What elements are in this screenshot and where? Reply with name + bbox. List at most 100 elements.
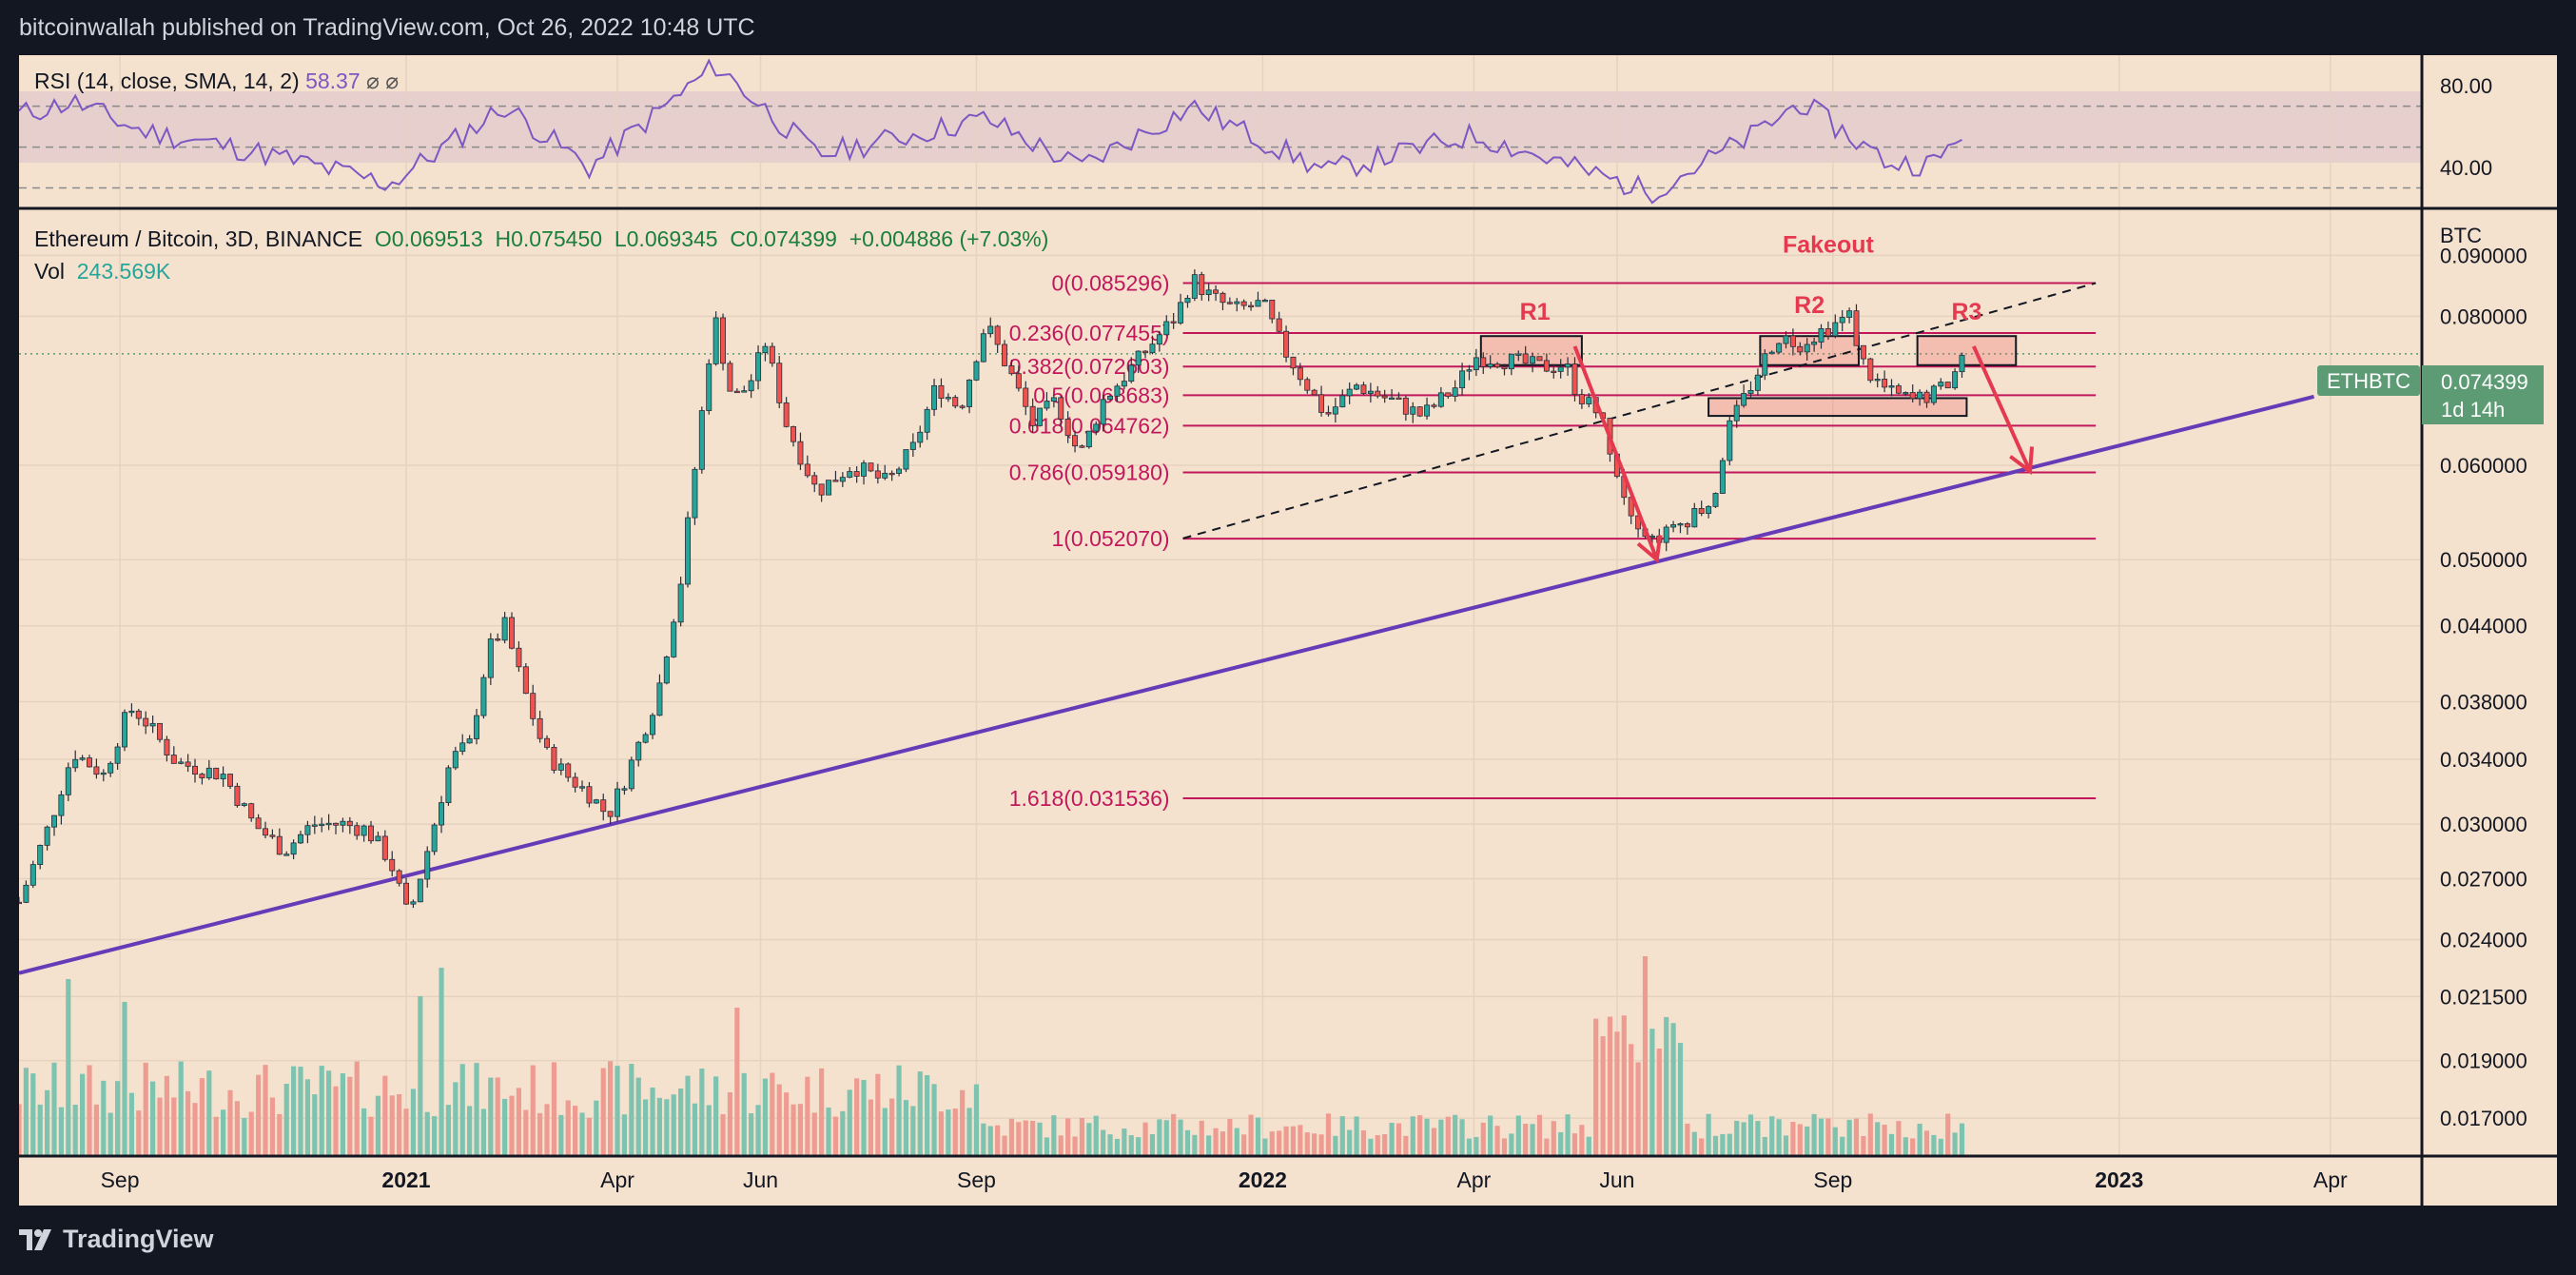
candle — [1220, 291, 1226, 311]
volume-bar — [1677, 1043, 1684, 1156]
candle — [128, 703, 135, 717]
price-axis[interactable]: 0.090000 0.080000 0.060000 0.050000 0.044000… — [2440, 74, 2527, 1130]
volume-bar — [509, 1095, 515, 1156]
time-axis[interactable]: Sep 2021 Apr Jun Sep 2022 Apr Jun Sep 2023 Apr — [101, 1167, 2348, 1192]
candle — [671, 618, 677, 658]
candle — [1944, 382, 1951, 389]
tradingview-logo[interactable]: TradingView — [19, 1225, 214, 1254]
volume-bar — [1488, 1115, 1493, 1156]
candle-body — [346, 820, 353, 827]
candle — [143, 711, 149, 735]
fibonacci-retracement[interactable]: 0(0.085296) 0.236(0.077455) 0.382(0.072603… — [1009, 271, 2097, 811]
volume-bar — [1811, 1113, 1817, 1156]
annotation-label: R2 — [1794, 292, 1825, 319]
candle-body — [1107, 395, 1114, 401]
candle-body — [811, 475, 818, 485]
arrows[interactable] — [1572, 345, 2035, 564]
candle-body — [199, 774, 205, 778]
volume-bar — [382, 1075, 388, 1156]
volume-bar — [861, 1080, 867, 1156]
symbol-legend[interactable]: Ethereum / Bitcoin, 3D, BINANCE O0.06951… — [34, 226, 1048, 252]
candle — [1100, 394, 1106, 432]
candle-body — [1565, 363, 1571, 368]
fib-level-label: 1.618(0.031536) — [1009, 786, 1170, 811]
candle — [1085, 430, 1092, 449]
candle-body — [1142, 350, 1149, 354]
candle-body — [1839, 317, 1845, 324]
candle-body — [1959, 355, 1965, 373]
volume-bar — [1712, 1135, 1719, 1156]
rsi-value: 58.37 — [305, 69, 361, 93]
volume-bar — [1389, 1123, 1395, 1156]
volume-legend[interactable]: Vol 243.569K — [34, 259, 170, 284]
price-unit-label: BTC — [2440, 224, 2482, 247]
volume-bar — [699, 1069, 705, 1156]
candle — [346, 816, 353, 834]
candle-body — [164, 738, 170, 755]
volume-bar — [1065, 1118, 1071, 1156]
candle-body — [276, 835, 283, 855]
time-tick-label: Apr — [1457, 1167, 1492, 1192]
volume-bar — [397, 1093, 402, 1156]
volume-bar — [1600, 1036, 1606, 1156]
price-badge-bg — [2422, 365, 2544, 424]
volume-bar — [1410, 1116, 1415, 1156]
candle-body — [1917, 391, 1923, 400]
volume-bar — [1494, 1126, 1500, 1156]
volume-bar — [579, 1112, 585, 1156]
volume-bar — [1298, 1125, 1303, 1156]
candle — [459, 734, 466, 755]
candle-body — [748, 380, 754, 392]
chart-canvas[interactable]: 0(0.085296) 0.236(0.077455) 0.382(0.072603… — [19, 55, 2557, 1206]
fib-level-label: 0.382(0.072603) — [1009, 354, 1170, 379]
volume-bar — [692, 1103, 698, 1156]
candle — [375, 831, 381, 842]
candle-body — [51, 814, 57, 828]
volume-bar — [1776, 1119, 1782, 1156]
candle-body — [551, 747, 557, 771]
symbol-badge-bg — [2317, 365, 2420, 396]
candle-body — [1367, 390, 1374, 394]
volume-bar — [1149, 1133, 1156, 1156]
candle — [149, 715, 156, 734]
candle — [58, 791, 65, 825]
rsi-legend[interactable]: RSI (14, close, SMA, 14, 2) 58.37 ⌀ ⌀ — [34, 69, 399, 94]
volume-bar — [1699, 1138, 1705, 1156]
candle-body — [1093, 423, 1100, 432]
candle — [1797, 342, 1804, 356]
candle — [79, 755, 86, 761]
candle — [403, 877, 410, 905]
volume-bar — [537, 1112, 543, 1156]
candle — [1754, 368, 1761, 396]
candle-body — [1008, 365, 1015, 375]
resistance-boxes[interactable] — [1479, 335, 2018, 418]
candle — [1079, 444, 1085, 448]
volume-bar — [80, 1073, 86, 1156]
candle — [917, 425, 924, 448]
candle-body — [1874, 379, 1881, 382]
volume-bar — [171, 1097, 177, 1156]
candle — [530, 684, 537, 726]
volume-bar — [1875, 1122, 1881, 1156]
candle-body — [1909, 392, 1916, 400]
candle — [692, 466, 698, 525]
candle-body — [642, 734, 649, 743]
rsi-na-symbols: ⌀ ⌀ — [366, 69, 400, 93]
candle-body — [1515, 353, 1522, 356]
volume-bar — [403, 1108, 409, 1156]
candle-body — [755, 352, 762, 382]
volume-bar — [1122, 1128, 1127, 1156]
volume-bar — [594, 1100, 599, 1156]
candle-body — [480, 677, 487, 716]
volume-bar — [1530, 1124, 1535, 1156]
price-tick-label: 0.038000 — [2440, 690, 2527, 714]
volume-bar — [375, 1095, 381, 1156]
candle — [157, 722, 163, 743]
chart-frame[interactable]: 0(0.085296) 0.236(0.077455) 0.382(0.072603… — [19, 55, 2557, 1206]
candle — [804, 455, 810, 479]
volume-bar — [213, 1116, 219, 1156]
symbol-title: Ethereum / Bitcoin, 3D, BINANCE — [34, 226, 363, 251]
candle — [1163, 315, 1170, 336]
volume-bar — [1283, 1126, 1289, 1156]
candle — [72, 750, 79, 773]
